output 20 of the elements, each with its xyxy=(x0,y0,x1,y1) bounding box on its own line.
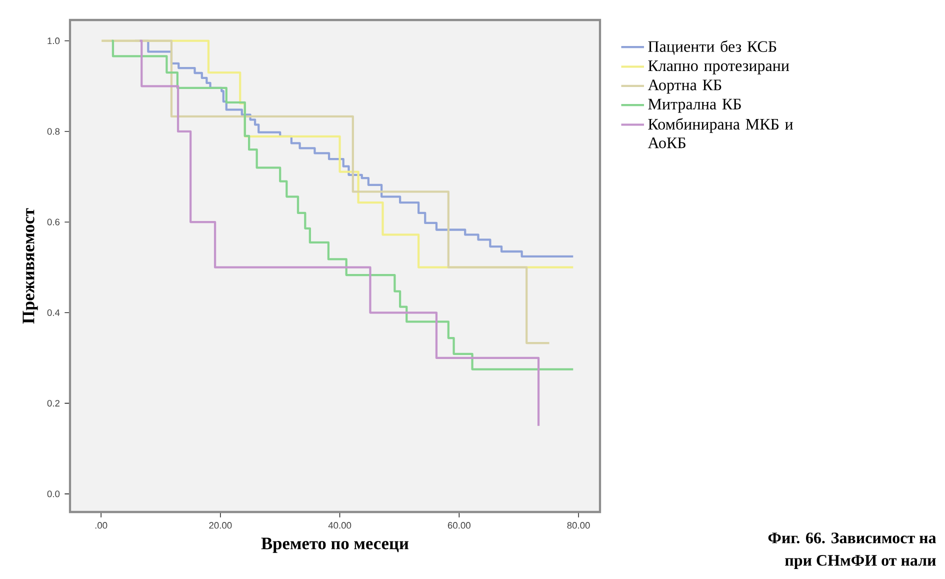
y-tick-label: 0.0 xyxy=(47,490,60,498)
x-tick-label: 20.00 xyxy=(209,522,232,529)
y-tick-label: 1.0 xyxy=(48,38,60,44)
y-tick-label: 0.6 xyxy=(47,218,60,226)
legend-label: Пациенти без КСБ xyxy=(648,40,776,55)
x-tick-label: .00 xyxy=(95,522,108,529)
x-tick-label: 40.00 xyxy=(328,522,352,529)
text: при СНмФИ от нали xyxy=(785,554,936,570)
legend-label: Комбинирана МКБ и АоКБ xyxy=(648,118,793,148)
y-tick-label: 0.2 xyxy=(47,400,60,407)
x-axis-title: Времето по месеци xyxy=(261,538,409,553)
legend-label: Аортна КБ xyxy=(648,80,722,94)
y-axis-title: Преживяемост xyxy=(22,208,38,324)
y-tick-label: 0.4 xyxy=(47,309,60,316)
legend-label: Митрална КБ xyxy=(648,98,741,113)
x-tick-label: 60.00 xyxy=(448,522,470,529)
text: Фиг. 66. Зависимост на xyxy=(768,532,936,544)
x-tick-label: 80.00 xyxy=(567,522,590,529)
legend-label: Клапно протезирани xyxy=(648,60,790,74)
y-tick-label: 0.8 xyxy=(47,128,60,135)
